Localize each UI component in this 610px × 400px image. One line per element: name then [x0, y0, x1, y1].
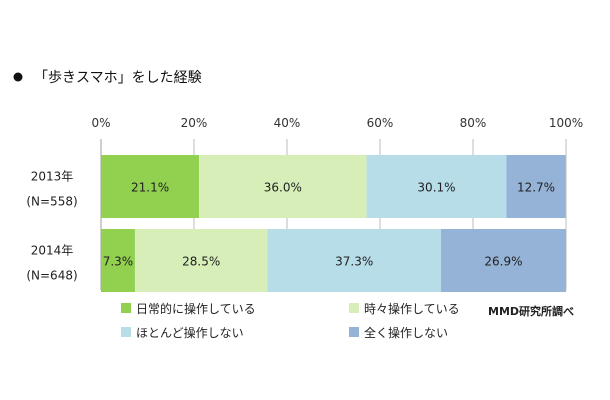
data-label: 12.7% [517, 181, 555, 195]
x-tick-label: 100% [549, 116, 583, 130]
legend-swatch [349, 327, 359, 337]
legend-label: 時々操作している [364, 301, 460, 316]
source-note: MMD研究所調べ [488, 305, 575, 318]
chart-title: 「歩きスマホ」をした経験 [34, 70, 202, 86]
x-tick-label: 20% [181, 116, 208, 130]
x-tick-label: 0% [91, 116, 110, 130]
x-tick-label: 40% [274, 116, 301, 130]
bar-segment [440, 229, 566, 292]
category-label: 2013年 [31, 170, 74, 184]
bar-segment [134, 229, 268, 292]
category-sublabel: (N=648) [26, 269, 77, 283]
legend-label: ほとんど操作しない [136, 325, 244, 340]
data-label: 28.5% [182, 255, 220, 269]
x-tick-label: 60% [367, 116, 394, 130]
category-sublabel: (N=558) [26, 195, 77, 209]
data-label: 26.9% [484, 255, 522, 269]
data-label: 30.1% [417, 181, 455, 195]
legend-swatch [121, 303, 131, 313]
bar-segment [267, 229, 441, 292]
data-label: 7.3% [103, 255, 134, 269]
bar-segment [366, 155, 507, 218]
data-label: 36.0% [264, 181, 302, 195]
category-label: 2014年 [31, 244, 74, 258]
data-label: 37.3% [335, 255, 373, 269]
legend-label: 日常的に操作している [136, 301, 256, 316]
x-tick-label: 80% [460, 116, 487, 130]
legend-swatch [349, 303, 359, 313]
title-bullet [13, 72, 23, 82]
legend-label: 全く操作しない [364, 325, 448, 340]
bar-segment [506, 155, 566, 218]
bar-segment [101, 229, 135, 292]
data-label: 21.1% [131, 181, 169, 195]
legend-swatch [121, 327, 131, 337]
bar-segment [101, 155, 200, 218]
bar-segment [199, 155, 367, 218]
